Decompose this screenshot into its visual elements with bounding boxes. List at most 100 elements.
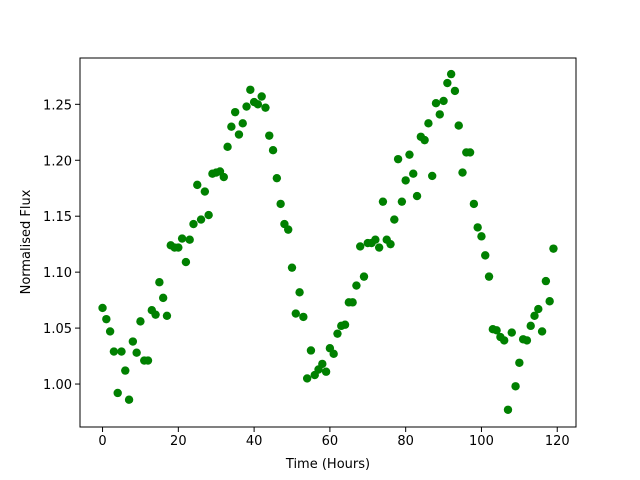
- data-point: [306, 346, 316, 355]
- data-point: [151, 310, 160, 319]
- data-point: [428, 171, 437, 181]
- data-point: [390, 215, 399, 224]
- data-point: [507, 328, 516, 337]
- data-point: [329, 349, 338, 359]
- data-point: [393, 154, 403, 164]
- data-point: [113, 388, 122, 398]
- data-point: [484, 272, 494, 281]
- data-point: [117, 347, 126, 356]
- data-point: [549, 244, 558, 253]
- x-tick-label: 20: [170, 434, 187, 449]
- x-tick-label: 80: [397, 434, 414, 449]
- plot-frame: [79, 57, 577, 428]
- data-point: [541, 276, 551, 286]
- data-point: [530, 311, 539, 320]
- data-point: [473, 223, 482, 232]
- data-point: [352, 281, 361, 290]
- data-point: [302, 374, 312, 383]
- data-point: [537, 327, 547, 336]
- data-point: [439, 96, 448, 106]
- x-tick-label: 60: [322, 434, 339, 449]
- data-point: [299, 312, 308, 322]
- data-point: [287, 263, 297, 272]
- data-point: [132, 348, 141, 357]
- data-point: [545, 297, 554, 306]
- x-tick-label: 120: [545, 434, 570, 449]
- data-point: [121, 366, 130, 375]
- y-axis-label: Normalised Flux: [19, 189, 34, 294]
- data-point: [511, 382, 520, 391]
- data-point: [261, 103, 270, 112]
- data-point: [291, 309, 300, 318]
- data-point: [435, 110, 444, 119]
- data-point: [196, 215, 206, 224]
- data-point: [359, 272, 369, 281]
- data-point: [272, 173, 282, 183]
- y-tick-label: 1.10: [43, 266, 72, 281]
- data-point: [318, 359, 327, 369]
- data-point: [481, 251, 490, 260]
- data-point: [295, 288, 304, 297]
- data-point: [431, 99, 441, 108]
- data-point: [340, 320, 350, 329]
- data-point: [386, 239, 395, 249]
- data-point: [98, 303, 107, 313]
- data-point: [193, 180, 202, 190]
- data-point: [499, 336, 509, 345]
- data-point: [503, 405, 513, 414]
- x-tick-label: 100: [469, 434, 494, 449]
- y-tick-label: 1.25: [43, 98, 72, 113]
- data-point: [227, 122, 236, 131]
- data-point: [458, 168, 467, 177]
- data-point: [105, 327, 115, 336]
- data-point: [177, 234, 187, 243]
- data-point: [143, 356, 153, 365]
- data-point: [268, 145, 278, 155]
- data-point: [238, 119, 247, 128]
- data-point: [174, 243, 183, 252]
- data-point: [454, 121, 463, 130]
- data-point: [424, 119, 433, 128]
- data-point: [109, 347, 119, 356]
- data-point: [492, 326, 501, 335]
- y-tick-label: 1.15: [43, 210, 72, 225]
- data-point: [446, 69, 456, 79]
- data-point: [397, 197, 407, 206]
- data-point: [185, 235, 194, 244]
- data-point: [477, 232, 486, 241]
- y-tick-label: 1.20: [43, 154, 72, 169]
- data-point: [136, 317, 145, 326]
- data-point: [257, 92, 266, 101]
- data-point: [405, 150, 414, 159]
- data-point: [465, 148, 475, 157]
- data-point: [522, 336, 532, 345]
- y-tick-label: 1.00: [43, 378, 72, 393]
- data-point: [420, 135, 429, 145]
- data-point: [124, 395, 134, 404]
- x-tick-label: 40: [246, 434, 263, 449]
- data-point: [265, 131, 274, 140]
- data-point: [276, 199, 285, 209]
- data-point: [333, 329, 342, 338]
- data-point: [162, 311, 172, 320]
- data-point: [443, 78, 452, 88]
- x-axis-label: Time (Hours): [285, 457, 370, 472]
- data-point: [242, 102, 251, 111]
- data-point: [526, 321, 535, 331]
- data-point: [450, 86, 460, 96]
- data-point: [371, 235, 380, 244]
- data-point: [469, 199, 479, 209]
- data-point: [515, 358, 524, 367]
- data-point: [230, 107, 240, 117]
- data-point: [204, 210, 213, 220]
- data-point: [158, 293, 168, 303]
- data-point: [200, 187, 210, 196]
- data-point: [348, 298, 357, 307]
- data-point: [356, 242, 365, 251]
- data-point: [534, 304, 543, 314]
- data-point: [321, 367, 331, 376]
- data-point: [412, 191, 422, 201]
- data-point: [223, 142, 232, 152]
- data-point: [253, 100, 263, 109]
